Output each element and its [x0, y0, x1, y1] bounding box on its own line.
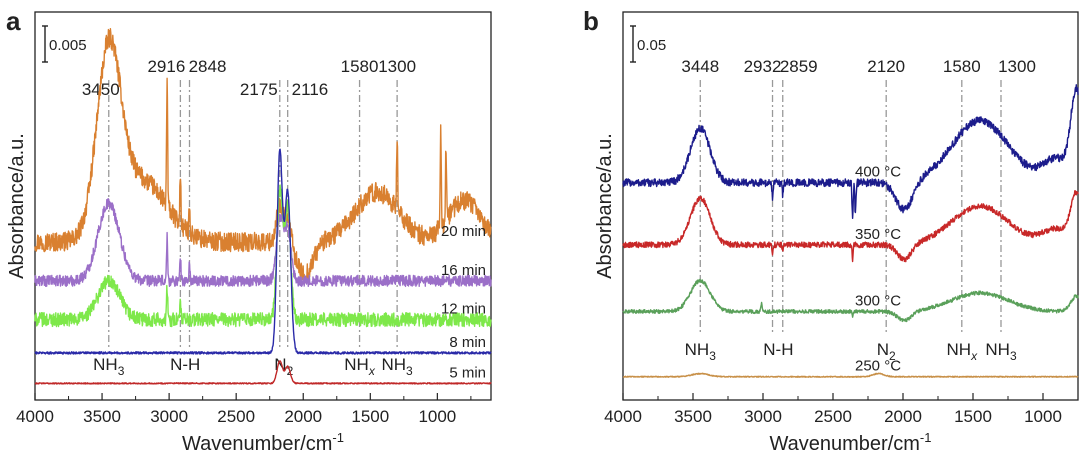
series-label: 16 min	[441, 262, 486, 279]
peak-label: 1300	[998, 57, 1036, 76]
x-tick-label: 1000	[418, 407, 456, 426]
series-line	[34, 184, 492, 328]
assignment-label: NH3	[93, 355, 125, 378]
peak-label: 2859	[780, 57, 818, 76]
series-line	[34, 360, 492, 385]
series-line	[34, 198, 492, 288]
series-line	[622, 278, 1079, 323]
series-label: 5 min	[449, 364, 486, 381]
x-tick-label: 2500	[814, 407, 852, 426]
series-label: 250 °C	[855, 358, 901, 375]
series-label: 300 °C	[855, 293, 901, 310]
x-tick-label: 1500	[954, 407, 992, 426]
series-label: 400 °C	[855, 164, 901, 181]
assignment-label: NH3	[685, 340, 717, 363]
x-axis-label: Wavenumber/cm-1	[182, 430, 344, 455]
panel-a: a 4000 3500 3000 2500 2000 1500 1000 Wavenumber/…	[6, 6, 492, 455]
series-line	[622, 190, 1079, 263]
x-tick-label: 4000	[16, 407, 54, 426]
x-axis-label: Wavenumber/cm-1	[770, 430, 932, 455]
series-line	[622, 84, 1079, 219]
peak-label: 2120	[867, 57, 905, 76]
x-tick-label: 1000	[1024, 407, 1062, 426]
series-line	[34, 28, 492, 284]
series-line	[622, 372, 1079, 378]
assignment-label: N-H	[763, 340, 793, 359]
assignment-label: NHx	[344, 355, 376, 378]
x-tick-label: 2500	[217, 407, 255, 426]
assignment-label: N-H	[170, 355, 200, 374]
assignment-label: N2	[877, 340, 896, 363]
series-label: 350 °C	[855, 226, 901, 243]
peak-label: 2116	[292, 80, 329, 99]
x-tick-label: 3000	[744, 407, 782, 426]
series-label: 8 min	[449, 334, 486, 351]
assignment-label: NH3	[985, 340, 1017, 363]
x-tick-label: 1500	[351, 407, 389, 426]
x-tick-label: 2000	[884, 407, 922, 426]
peak-label: 2175	[240, 80, 278, 99]
panel-letter: a	[6, 6, 21, 36]
peak-label: 2916	[147, 57, 185, 76]
x-tick-label: 4000	[604, 407, 642, 426]
scale-bar-label: 0.05	[637, 37, 666, 54]
panel-letter: b	[583, 6, 599, 36]
panel-b: b 4000 3500 3000 2500 2000 1500 1000 Wavenumber/…	[583, 6, 1079, 455]
peak-label: 1580	[943, 57, 981, 76]
y-axis-label: Absorbance/a.u.	[6, 133, 28, 279]
assignment-label: NHx	[947, 340, 979, 363]
x-tick-label: 2000	[284, 407, 322, 426]
x-tick-label: 3500	[674, 407, 712, 426]
peak-label: 2932	[744, 57, 782, 76]
scale-bar-label: 0.005	[49, 37, 87, 54]
assignment-label: NH3	[381, 355, 413, 378]
series-label: 12 min	[441, 301, 486, 318]
plot-frame	[622, 11, 1079, 401]
series-label: 20 min	[441, 223, 486, 240]
peak-label: 1580	[341, 57, 379, 76]
peak-label: 3448	[681, 57, 719, 76]
series-line	[34, 148, 492, 355]
peak-label: 2848	[189, 57, 227, 76]
x-tick-label: 3500	[83, 407, 121, 426]
peak-label: 1300	[378, 57, 416, 76]
x-tick-label: 3000	[150, 407, 188, 426]
y-axis-label: Absorbance/a.u.	[594, 133, 616, 279]
plot-frame	[34, 11, 492, 401]
